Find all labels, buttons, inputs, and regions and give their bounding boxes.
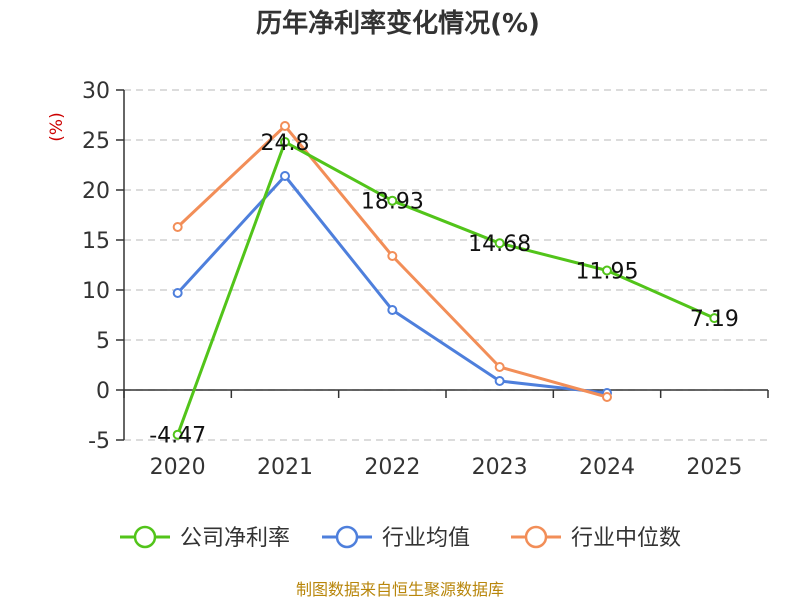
data-point xyxy=(387,251,398,261)
data-label: -4.47 xyxy=(149,424,206,449)
data-point xyxy=(172,429,183,440)
data-label: 7.19 xyxy=(690,307,739,332)
y-tick-label: -5 xyxy=(88,429,110,454)
data-label: 18.93 xyxy=(361,190,424,215)
chart-title: 历年净利率变化情况(%) xyxy=(256,8,540,39)
data-labels: -4.47 24.8 18.93 14.68 11.95 7.19 xyxy=(149,131,739,449)
data-point xyxy=(172,222,183,232)
legend-label: 公司净利率 xyxy=(180,526,290,551)
data-point xyxy=(494,362,505,372)
data-point xyxy=(280,137,290,147)
legend-label: 行业中位数 xyxy=(571,526,681,551)
series-line xyxy=(176,140,715,436)
legend-marker xyxy=(133,525,157,549)
y-tick-label: 10 xyxy=(82,279,110,304)
x-tick-label: 2022 xyxy=(364,455,420,480)
y-tick-label: 5 xyxy=(96,329,110,354)
data-point xyxy=(602,392,612,402)
y-tick-label: 20 xyxy=(82,179,110,204)
data-point xyxy=(494,376,505,386)
x-tick-label: 2020 xyxy=(150,455,206,480)
source-note: 制图数据来自恒生聚源数据库 xyxy=(296,580,504,599)
gridlines xyxy=(124,89,768,441)
y-tick-label: 25 xyxy=(82,129,110,154)
x-tick-label: 2024 xyxy=(579,455,635,480)
x-tick-label: 2021 xyxy=(257,455,313,480)
y-tick-label: 30 xyxy=(82,79,110,104)
legend-marker xyxy=(524,525,548,549)
data-point xyxy=(494,238,505,249)
data-label: 11.95 xyxy=(576,260,639,285)
data-label: 24.8 xyxy=(261,131,310,156)
data-label: 14.68 xyxy=(468,232,531,257)
y-tick-label: 0 xyxy=(96,379,110,404)
series-group xyxy=(172,121,720,440)
x-tick-label: 2023 xyxy=(472,455,528,480)
legend: 公司净利率 行业均值 行业中位数 xyxy=(120,525,681,551)
legend-label: 行业均值 xyxy=(382,526,470,551)
data-point xyxy=(280,121,290,131)
data-point xyxy=(387,305,398,315)
x-tick-label: 2025 xyxy=(686,455,742,480)
y-axis-label: (%) xyxy=(47,112,67,141)
y-tick-label: 15 xyxy=(82,229,110,254)
data-point xyxy=(387,195,398,206)
data-point xyxy=(709,313,720,324)
data-point xyxy=(280,171,290,181)
legend-marker xyxy=(335,525,359,549)
data-point xyxy=(172,288,183,298)
data-point xyxy=(602,265,612,276)
